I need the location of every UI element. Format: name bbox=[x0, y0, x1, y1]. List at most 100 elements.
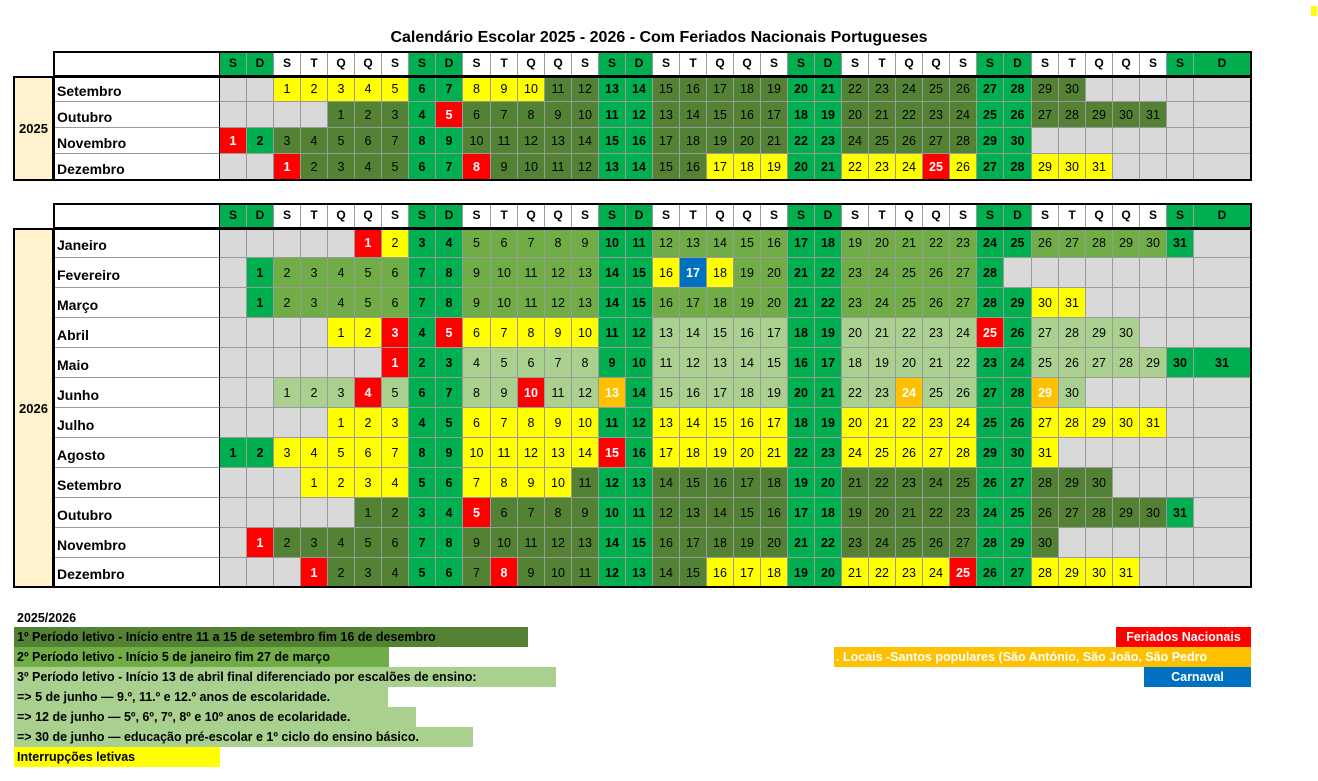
day-cell: 23 bbox=[869, 76, 896, 102]
weekday-header: T bbox=[680, 51, 707, 76]
day-cell: 25 bbox=[923, 154, 950, 180]
weekday-header: Q bbox=[518, 51, 545, 76]
day-cell: 16 bbox=[680, 76, 707, 102]
day-cell: 1 bbox=[247, 528, 274, 558]
day-cell: 2 bbox=[274, 258, 301, 288]
empty-cell bbox=[1194, 288, 1251, 318]
day-cell: 12 bbox=[545, 528, 572, 558]
day-cell: 19 bbox=[788, 558, 815, 587]
empty-cell bbox=[274, 408, 301, 438]
day-cell: 3 bbox=[328, 378, 355, 408]
empty-cell bbox=[1167, 288, 1194, 318]
empty-cell bbox=[355, 348, 382, 378]
day-cell: 18 bbox=[815, 498, 842, 528]
empty-cell bbox=[1194, 528, 1251, 558]
day-cell: 26 bbox=[1004, 318, 1032, 348]
day-cell: 10 bbox=[463, 438, 491, 468]
day-cell: 20 bbox=[842, 318, 869, 348]
day-cell: 19 bbox=[707, 128, 734, 154]
day-cell: 3 bbox=[382, 318, 409, 348]
day-cell: 25 bbox=[950, 468, 977, 498]
day-cell: 9 bbox=[436, 128, 463, 154]
day-cell: 11 bbox=[518, 528, 545, 558]
weekday-header: D bbox=[436, 51, 463, 76]
day-cell: 25 bbox=[977, 408, 1004, 438]
day-cell: 12 bbox=[518, 438, 545, 468]
empty-cell bbox=[1194, 102, 1251, 128]
weekday-header: D bbox=[247, 203, 274, 228]
day-cell: 14 bbox=[707, 498, 734, 528]
weekday-header: D bbox=[247, 51, 274, 76]
day-cell: 7 bbox=[463, 558, 491, 587]
month-name: Setembro bbox=[53, 76, 220, 102]
day-cell: 7 bbox=[518, 228, 545, 258]
day-cell: 28 bbox=[1004, 154, 1032, 180]
day-cell: 20 bbox=[761, 288, 788, 318]
day-cell: 21 bbox=[815, 154, 842, 180]
day-cell: 21 bbox=[788, 528, 815, 558]
day-cell: 21 bbox=[761, 128, 788, 154]
day-cell: 2 bbox=[382, 498, 409, 528]
day-cell: 28 bbox=[1004, 76, 1032, 102]
day-cell: 14 bbox=[626, 154, 653, 180]
weekday-header: Q bbox=[923, 203, 950, 228]
legend-period1: 1º Período letivo - Início entre 11 a 15… bbox=[14, 627, 528, 647]
day-cell: 24 bbox=[869, 528, 896, 558]
day-cell: 27 bbox=[950, 288, 977, 318]
empty-cell bbox=[301, 102, 328, 128]
empty-cell bbox=[1194, 258, 1251, 288]
empty-cell bbox=[1140, 76, 1167, 102]
day-cell: 7 bbox=[409, 288, 436, 318]
day-cell: 20 bbox=[734, 438, 761, 468]
day-cell: 24 bbox=[896, 76, 923, 102]
empty-cell bbox=[220, 378, 247, 408]
day-cell: 4 bbox=[409, 318, 436, 348]
day-cell: 10 bbox=[545, 558, 572, 587]
weekday-header: D bbox=[815, 203, 842, 228]
day-cell: 29 bbox=[1032, 154, 1059, 180]
day-cell: 6 bbox=[491, 498, 518, 528]
day-cell: 27 bbox=[1004, 558, 1032, 587]
day-cell: 5 bbox=[436, 102, 463, 128]
day-cell: 6 bbox=[382, 258, 409, 288]
empty-cell bbox=[1194, 76, 1251, 102]
day-cell: 1 bbox=[355, 498, 382, 528]
day-cell: 5 bbox=[382, 378, 409, 408]
day-cell: 8 bbox=[436, 288, 463, 318]
day-cell: 15 bbox=[761, 348, 788, 378]
day-cell: 16 bbox=[653, 288, 680, 318]
day-cell: 19 bbox=[842, 228, 869, 258]
day-cell: 14 bbox=[734, 348, 761, 378]
day-cell: 21 bbox=[869, 102, 896, 128]
day-cell: 20 bbox=[761, 258, 788, 288]
empty-cell bbox=[247, 468, 274, 498]
day-cell: 29 bbox=[1086, 408, 1113, 438]
weekday-header: D bbox=[1194, 51, 1251, 76]
day-cell: 20 bbox=[734, 128, 761, 154]
weekday-header: T bbox=[680, 203, 707, 228]
weekday-header: Q bbox=[1113, 203, 1140, 228]
day-cell: 3 bbox=[409, 228, 436, 258]
day-cell: 23 bbox=[842, 528, 869, 558]
day-cell: 9 bbox=[491, 154, 518, 180]
day-cell: 19 bbox=[869, 348, 896, 378]
day-cell: 16 bbox=[788, 348, 815, 378]
day-cell: 10 bbox=[599, 498, 626, 528]
weekday-header: S bbox=[788, 203, 815, 228]
day-cell: 2 bbox=[247, 128, 274, 154]
day-cell: 2 bbox=[382, 228, 409, 258]
empty-cell bbox=[220, 318, 247, 348]
day-cell: 10 bbox=[572, 318, 599, 348]
day-cell: 1 bbox=[301, 558, 328, 587]
weekday-header: T bbox=[1059, 203, 1086, 228]
day-cell: 23 bbox=[869, 154, 896, 180]
day-cell: 26 bbox=[1032, 228, 1059, 258]
day-cell: 31 bbox=[1113, 558, 1140, 587]
day-cell: 18 bbox=[734, 76, 761, 102]
day-cell: 20 bbox=[815, 558, 842, 587]
day-cell: 18 bbox=[707, 528, 734, 558]
day-cell: 12 bbox=[626, 318, 653, 348]
day-cell: 8 bbox=[463, 378, 491, 408]
empty-cell bbox=[301, 498, 328, 528]
day-cell: 5 bbox=[382, 154, 409, 180]
